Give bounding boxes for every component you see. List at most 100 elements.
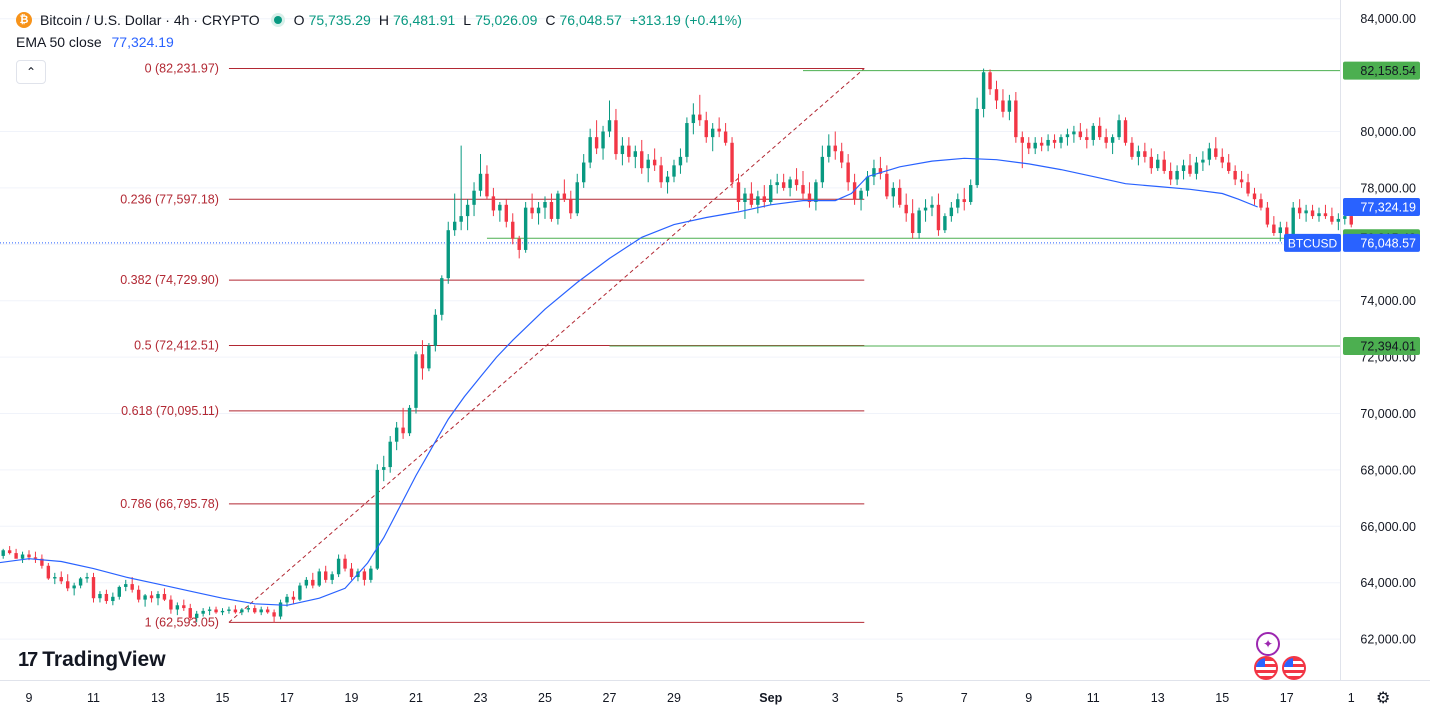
us-flag-icon[interactable] [1254, 656, 1278, 680]
ema-indicator-name[interactable]: EMA 50 close [16, 34, 102, 50]
candle [369, 565, 373, 583]
candle-body [678, 156, 683, 166]
candle-body [549, 202, 554, 219]
candle [278, 599, 283, 620]
candle-body [207, 609, 212, 611]
candle [330, 571, 334, 585]
chart-legend: ₿ Bitcoin / U.S. Dollar · 4h · CRYPTO O … [16, 10, 746, 52]
candle [1310, 204, 1315, 219]
candle-body [1078, 131, 1083, 138]
open-label: O [293, 12, 305, 28]
candle-body [1188, 165, 1192, 174]
candle [975, 97, 979, 188]
candle [453, 193, 457, 236]
candle [1233, 165, 1237, 186]
tradingview-logo[interactable]: 17 TradingView [18, 648, 166, 672]
candle [588, 128, 592, 169]
candle-body [240, 609, 244, 613]
candle [440, 275, 444, 321]
candle-body [749, 193, 754, 205]
candle-body [91, 577, 96, 599]
candle-body [652, 159, 657, 166]
collapse-legend-button[interactable]: ⌃ [16, 60, 46, 84]
candle [711, 123, 715, 152]
candle-body [1214, 148, 1218, 157]
symbol-tag-text: BTCUSD [1288, 236, 1338, 250]
candle [491, 187, 496, 217]
price-tick-label: 68,000.00 [1360, 463, 1416, 477]
candle-body [162, 593, 167, 600]
candle-body [698, 114, 702, 121]
candle-body [956, 199, 960, 208]
price-tick-label: 64,000.00 [1360, 576, 1416, 590]
candle [904, 193, 908, 222]
fib-level-label: 0.786 (66,795.78) [120, 497, 219, 511]
candle [704, 111, 708, 143]
candle-body [291, 596, 296, 600]
chevron-up-icon: ⌃ [25, 65, 37, 79]
candle [246, 605, 250, 613]
candle-body [962, 199, 966, 202]
candle [504, 199, 508, 228]
fib-level-label: 0 (82,231.97) [145, 62, 219, 76]
candle [265, 606, 270, 614]
candle [981, 68, 986, 118]
candle-body [569, 199, 573, 214]
candle [827, 134, 831, 163]
candle-body [414, 354, 418, 408]
candle-body [543, 202, 547, 208]
candle-body [730, 142, 734, 183]
settings-gear-icon[interactable]: ⚙ [1376, 690, 1391, 707]
candle [1078, 123, 1083, 140]
candle-body [659, 165, 663, 183]
candle-body [840, 151, 844, 163]
candle-body [1259, 199, 1263, 208]
symbol-title[interactable]: Bitcoin / U.S. Dollar · 4h · CRYPTO [40, 12, 260, 28]
candle-body [1343, 216, 1347, 219]
candle-body [1117, 120, 1121, 138]
candle [833, 131, 837, 160]
candle-body [1130, 142, 1134, 157]
candle-body [756, 196, 760, 205]
candle-body [104, 593, 109, 602]
candle [362, 568, 367, 586]
candle-body [820, 156, 825, 183]
fib-level-label: 0.382 (74,729.90) [120, 273, 219, 287]
candle [969, 179, 973, 205]
price-tick-label: 74,000.00 [1360, 294, 1416, 308]
candle [382, 455, 386, 482]
candle-body [1033, 142, 1037, 149]
candle-body [872, 168, 876, 177]
candle [762, 185, 766, 208]
change-value: +313.19 (+0.41%) [629, 12, 742, 28]
candle-body [807, 193, 812, 202]
candle [1020, 131, 1024, 169]
candle-body [253, 608, 257, 613]
candle-body [53, 577, 57, 579]
candle [1304, 204, 1308, 222]
candle [1227, 154, 1231, 174]
candle [1272, 216, 1276, 236]
candle-body [1175, 170, 1179, 180]
candle-body [904, 204, 908, 214]
candle [698, 94, 702, 126]
candle [485, 165, 489, 200]
candle-body [40, 558, 44, 566]
candle [149, 591, 154, 603]
candle [1220, 148, 1224, 169]
candle-body [556, 193, 560, 219]
candle-body [1317, 213, 1321, 217]
candle-body [27, 554, 31, 558]
time-tick-label: 23 [474, 691, 488, 705]
candle-body [1291, 207, 1295, 239]
candle [723, 123, 728, 146]
candle [459, 145, 463, 231]
candle [1201, 151, 1205, 171]
us-flag-icon[interactable] [1282, 656, 1306, 680]
ai-insight-icon[interactable]: ✦ [1256, 632, 1280, 656]
time-tick-label: 15 [1215, 691, 1229, 705]
candle-body [188, 608, 192, 618]
candle [401, 407, 405, 439]
high-label: H [378, 12, 389, 28]
